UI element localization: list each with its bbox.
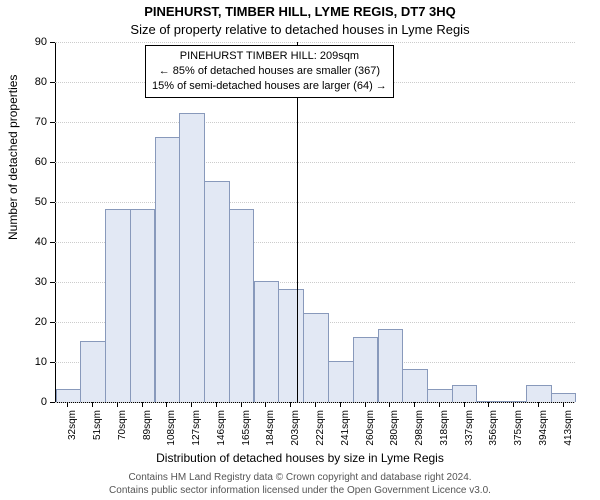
x-tick-label: 298sqm bbox=[414, 410, 425, 450]
y-axis-line bbox=[55, 42, 56, 402]
x-axis-label: Distribution of detached houses by size … bbox=[0, 451, 600, 465]
gridline bbox=[55, 162, 575, 163]
histogram-bar bbox=[105, 209, 131, 402]
x-tick-mark bbox=[340, 402, 341, 407]
histogram-bar bbox=[278, 289, 304, 402]
chart-container: PINEHURST, TIMBER HILL, LYME REGIS, DT7 … bbox=[0, 0, 600, 500]
x-tick-mark bbox=[92, 402, 93, 407]
histogram-bar bbox=[328, 361, 354, 402]
y-tick-mark bbox=[50, 242, 55, 243]
x-tick-mark bbox=[365, 402, 366, 407]
gridline bbox=[55, 202, 575, 203]
histogram-bar bbox=[155, 137, 181, 402]
histogram-bar bbox=[452, 385, 478, 402]
plot-area: 010203040506070809032sqm51sqm70sqm89sqm1… bbox=[55, 42, 575, 402]
x-tick-mark bbox=[414, 402, 415, 407]
x-tick-label: 32sqm bbox=[67, 410, 78, 450]
y-tick-mark bbox=[50, 362, 55, 363]
x-tick-mark bbox=[439, 402, 440, 407]
x-tick-label: 127sqm bbox=[191, 410, 202, 450]
x-tick-label: 51sqm bbox=[92, 410, 103, 450]
chart-title-main: PINEHURST, TIMBER HILL, LYME REGIS, DT7 … bbox=[0, 4, 600, 19]
histogram-bar bbox=[179, 113, 205, 402]
x-tick-mark bbox=[67, 402, 68, 407]
histogram-bar bbox=[526, 385, 552, 402]
y-tick-mark bbox=[50, 42, 55, 43]
x-tick-label: 375sqm bbox=[513, 410, 524, 450]
x-tick-label: 165sqm bbox=[241, 410, 252, 450]
x-tick-label: 70sqm bbox=[117, 410, 128, 450]
footer-text-1: Contains HM Land Registry data © Crown c… bbox=[0, 472, 600, 483]
y-tick-label: 70 bbox=[7, 116, 47, 128]
x-tick-label: 356sqm bbox=[488, 410, 499, 450]
histogram-bar bbox=[229, 209, 255, 402]
x-tick-label: 260sqm bbox=[365, 410, 376, 450]
x-tick-label: 203sqm bbox=[290, 410, 301, 450]
gridline bbox=[55, 122, 575, 123]
y-tick-mark bbox=[50, 122, 55, 123]
x-tick-mark bbox=[142, 402, 143, 407]
x-tick-mark bbox=[241, 402, 242, 407]
x-tick-label: 413sqm bbox=[563, 410, 574, 450]
x-tick-mark bbox=[513, 402, 514, 407]
y-tick-label: 40 bbox=[7, 236, 47, 248]
footer-text-2: Contains public sector information licen… bbox=[0, 485, 600, 496]
y-tick-label: 10 bbox=[7, 356, 47, 368]
histogram-bar bbox=[353, 337, 379, 402]
x-tick-label: 394sqm bbox=[538, 410, 549, 450]
histogram-bar bbox=[551, 393, 577, 402]
y-tick-label: 60 bbox=[7, 156, 47, 168]
x-tick-label: 108sqm bbox=[166, 410, 177, 450]
histogram-bar bbox=[130, 209, 156, 402]
y-tick-mark bbox=[50, 82, 55, 83]
y-tick-mark bbox=[50, 202, 55, 203]
histogram-bar bbox=[378, 329, 404, 402]
y-tick-label: 30 bbox=[7, 276, 47, 288]
x-tick-label: 89sqm bbox=[142, 410, 153, 450]
x-tick-mark bbox=[191, 402, 192, 407]
x-tick-label: 337sqm bbox=[464, 410, 475, 450]
x-tick-mark bbox=[315, 402, 316, 407]
histogram-bar bbox=[303, 313, 329, 402]
y-tick-label: 90 bbox=[7, 36, 47, 48]
y-tick-mark bbox=[50, 402, 55, 403]
x-tick-mark bbox=[216, 402, 217, 407]
chart-title-sub: Size of property relative to detached ho… bbox=[0, 22, 600, 37]
x-tick-mark bbox=[389, 402, 390, 407]
x-tick-mark bbox=[166, 402, 167, 407]
histogram-bar bbox=[254, 281, 280, 402]
x-tick-label: 280sqm bbox=[389, 410, 400, 450]
annotation-line: 15% of semi-detached houses are larger (… bbox=[152, 79, 387, 94]
y-tick-label: 0 bbox=[7, 396, 47, 408]
annotation-box: PINEHURST TIMBER HILL: 209sqm← 85% of de… bbox=[145, 45, 394, 98]
histogram-bar bbox=[402, 369, 428, 402]
x-tick-mark bbox=[464, 402, 465, 407]
histogram-bar bbox=[56, 389, 82, 402]
x-tick-mark bbox=[538, 402, 539, 407]
x-tick-label: 184sqm bbox=[265, 410, 276, 450]
y-tick-mark bbox=[50, 162, 55, 163]
histogram-bar bbox=[427, 389, 453, 402]
x-tick-label: 318sqm bbox=[439, 410, 450, 450]
y-tick-mark bbox=[50, 282, 55, 283]
x-tick-mark bbox=[488, 402, 489, 407]
y-tick-mark bbox=[50, 322, 55, 323]
gridline bbox=[55, 42, 575, 43]
histogram-bar bbox=[80, 341, 106, 402]
x-tick-mark bbox=[117, 402, 118, 407]
y-tick-label: 20 bbox=[7, 316, 47, 328]
x-tick-label: 241sqm bbox=[340, 410, 351, 450]
x-tick-label: 222sqm bbox=[315, 410, 326, 450]
y-tick-label: 80 bbox=[7, 76, 47, 88]
x-tick-mark bbox=[290, 402, 291, 407]
histogram-bar bbox=[204, 181, 230, 402]
y-tick-label: 50 bbox=[7, 196, 47, 208]
x-tick-mark bbox=[563, 402, 564, 407]
annotation-line: PINEHURST TIMBER HILL: 209sqm bbox=[152, 49, 387, 64]
x-tick-label: 146sqm bbox=[216, 410, 227, 450]
x-tick-mark bbox=[265, 402, 266, 407]
annotation-line: ← 85% of detached houses are smaller (36… bbox=[152, 64, 387, 79]
